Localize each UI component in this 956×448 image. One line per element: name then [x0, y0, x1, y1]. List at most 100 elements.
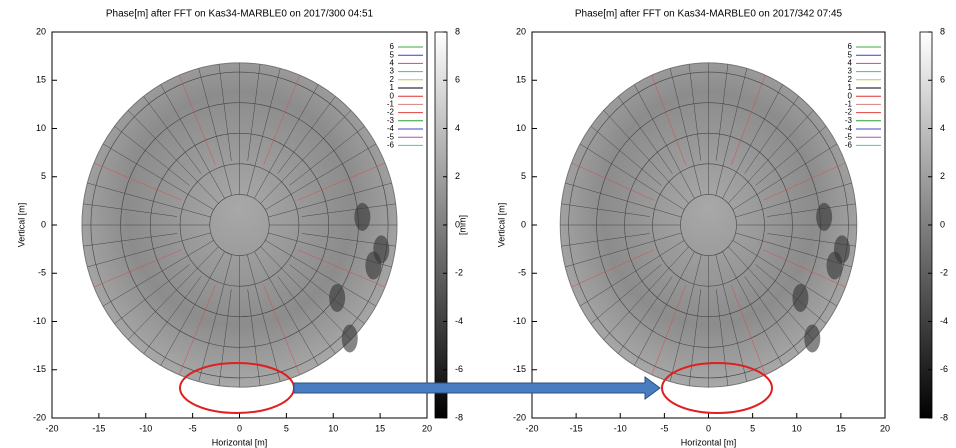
panel-spoke	[218, 64, 232, 161]
legend-label: 3	[848, 67, 853, 76]
y-tick-label: 20	[516, 26, 526, 36]
x-tick-label: -20	[525, 423, 538, 433]
x-tick-label: -20	[45, 423, 58, 433]
panel-spoke	[715, 68, 748, 196]
panel-spoke	[730, 75, 766, 166]
panel-spoke	[87, 232, 211, 268]
panel-spoke	[83, 203, 178, 217]
panel-spoke	[260, 110, 352, 204]
panel-spoke	[265, 240, 377, 307]
colorbar-tick-label: -8	[940, 412, 948, 422]
panel-spoke	[143, 96, 202, 174]
colorbar-tick-label: 0	[940, 219, 945, 229]
panel-spoke	[715, 254, 748, 382]
x-tick-label: -10	[614, 423, 627, 433]
colorbar-tick-label: -6	[940, 364, 948, 374]
panel-spoke	[767, 203, 856, 217]
panel-spoke	[590, 264, 662, 324]
panel-spoke	[579, 143, 685, 210]
x-tick-label: -5	[660, 423, 668, 433]
chart-title: Phase[m] after FFT on Kas34-MARBLE0 on 2…	[575, 9, 843, 20]
panel-spoke	[744, 96, 799, 174]
panel-ring	[680, 194, 737, 256]
panel-spoke	[561, 203, 650, 217]
panel-spoke	[301, 203, 396, 217]
panel-spoke	[247, 68, 281, 196]
legend-label: 1	[390, 83, 395, 92]
panel-spoke	[114, 264, 190, 324]
colorbar-tick-label: 8	[940, 26, 945, 36]
y-tick-label: -15	[513, 364, 526, 374]
legend-label: 6	[848, 42, 853, 51]
y-axis-label: Vertical [m]	[16, 203, 26, 248]
panel-spoke	[114, 126, 190, 186]
dark-patch	[816, 202, 833, 231]
panel-spoke	[83, 233, 178, 247]
x-tick-label: 10	[328, 423, 338, 433]
y-tick-label: -10	[513, 316, 526, 326]
panel-spoke	[297, 249, 386, 288]
legend-label: 4	[848, 59, 853, 68]
panel-spoke	[263, 75, 301, 166]
panel-spoke	[268, 182, 392, 218]
panel-spoke	[732, 143, 838, 210]
panel-spoke	[651, 284, 687, 375]
y-tick-label: 0	[41, 219, 46, 229]
legend-label: 0	[848, 91, 853, 100]
panel-spoke	[265, 143, 377, 210]
x-tick-label: 5	[750, 423, 755, 433]
panel-spoke	[634, 84, 695, 199]
panel-spoke	[247, 64, 261, 161]
panel-spoke	[722, 84, 783, 199]
colorbar-tick-label: -8	[455, 412, 463, 422]
panel-spoke	[87, 182, 211, 218]
legend-label: 2	[848, 75, 853, 84]
colorbar-tick-label: -6	[455, 364, 463, 374]
panel-spoke	[102, 240, 214, 307]
arrow	[293, 376, 661, 400]
dark-patch	[792, 283, 809, 312]
colorbar-tick-label: -4	[940, 316, 948, 326]
x-tick-label: 5	[284, 423, 289, 433]
dark-patch	[373, 235, 390, 264]
panel-spoke	[160, 84, 225, 199]
legend-label: 1	[848, 83, 853, 92]
colorbar-tick-label: -2	[455, 268, 463, 278]
panel-spoke	[763, 162, 846, 201]
colorbar-tick-label: 2	[455, 171, 460, 181]
colorbar-tick-label: 0	[455, 219, 460, 229]
y-tick-label: 20	[36, 26, 46, 36]
panel-spoke	[297, 162, 386, 201]
colorbar-tick-label: -2	[940, 268, 948, 278]
panel-spoke	[160, 251, 225, 366]
panel-spoke	[178, 75, 216, 166]
panel-spoke	[143, 276, 202, 354]
legend-label: 6	[390, 42, 395, 51]
panel-spoke	[728, 110, 814, 204]
legend-label: -5	[845, 132, 853, 141]
panel-spoke	[634, 251, 695, 366]
panel-spoke	[277, 96, 336, 174]
y-tick-label: 5	[521, 171, 526, 181]
x-tick-label: -15	[570, 423, 583, 433]
panel-spoke	[93, 162, 182, 201]
panel-spoke	[763, 249, 846, 288]
legend-label: 4	[390, 59, 395, 68]
panel-spoke	[755, 264, 827, 324]
x-tick-label: 0	[237, 423, 242, 433]
y-tick-label: -10	[33, 316, 46, 326]
y-tick-label: 15	[516, 75, 526, 85]
dark-patch	[804, 324, 821, 353]
x-tick-label: -10	[139, 423, 152, 433]
y-tick-label: 5	[41, 171, 46, 181]
colorbar-tick-label: -4	[455, 316, 463, 326]
panel-spoke	[565, 232, 682, 268]
y-tick-label: -5	[518, 268, 526, 278]
panel-spoke	[651, 75, 687, 166]
colorbar-label: [mm]	[457, 215, 467, 235]
y-tick-label: -20	[33, 412, 46, 422]
y-tick-label: -5	[38, 268, 46, 278]
panel-spoke	[561, 233, 650, 247]
panel-spoke	[93, 249, 182, 288]
